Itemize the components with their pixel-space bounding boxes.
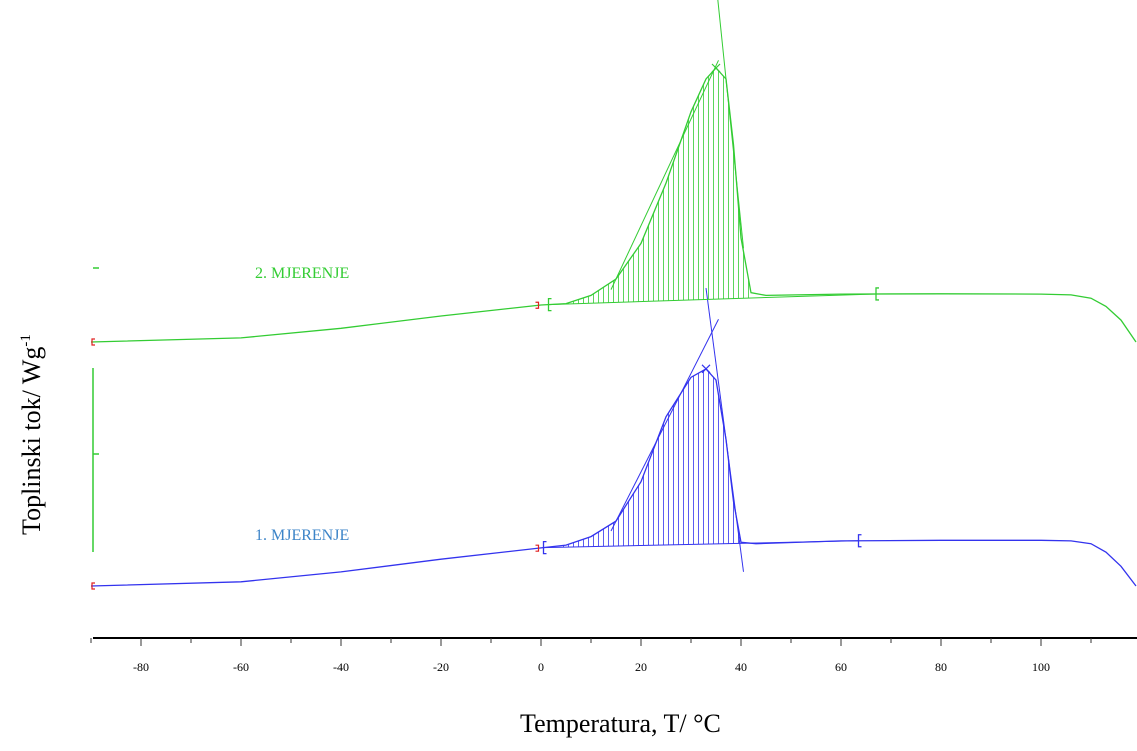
x-tick-label: 20 [635,660,647,674]
range-start-marker [91,338,95,346]
range-zero-marker [535,544,540,552]
x-tick-label: -60 [233,660,249,674]
series-curve [90,67,1137,343]
peak-marker [701,364,711,374]
onset-tangent [610,319,719,532]
series-label-2: 2. MJERENJE [255,265,349,282]
series-2 [90,0,1137,346]
integration-limit-marker [547,297,552,312]
y-axis-title: Toplinski tok/ Wg-1 [17,334,46,535]
integration-limit-marker [542,540,547,555]
x-tick-label: 0 [538,660,544,674]
integration-baseline [548,293,877,306]
x-tick-label: 80 [935,660,947,674]
x-tick-label: -80 [133,660,149,674]
y-axis-title-main: Toplinski tok/ Wg [17,347,46,535]
peak-marker [711,63,721,73]
range-zero-marker [535,301,540,309]
integration-limit-marker [875,287,879,301]
x-tick-label: -40 [333,660,349,674]
endset-tangent [705,287,744,572]
endset-tangent [717,0,744,249]
series-1 [90,287,1137,590]
x-tick-label: 60 [835,660,847,674]
y-axis-title-sup: -1 [18,334,34,347]
series-label-1: 1. MJERENJE [255,527,349,544]
x-axis-title: Temperatura, T/ °C [520,709,721,738]
onset-tangent [610,60,719,290]
y-axis-title-group: Toplinski tok/ Wg-1 [17,334,46,535]
x-axis-ticks: -80 -60 -40 -20 0 20 40 60 80 100 [90,638,1092,674]
integration-limit-marker [857,534,862,548]
x-tick-label: 100 [1032,660,1050,674]
x-tick-label: -20 [433,660,449,674]
series-curve [90,368,1137,587]
series-layer [90,0,1137,590]
range-start-marker [91,582,95,590]
x-tick-label: 40 [735,660,747,674]
